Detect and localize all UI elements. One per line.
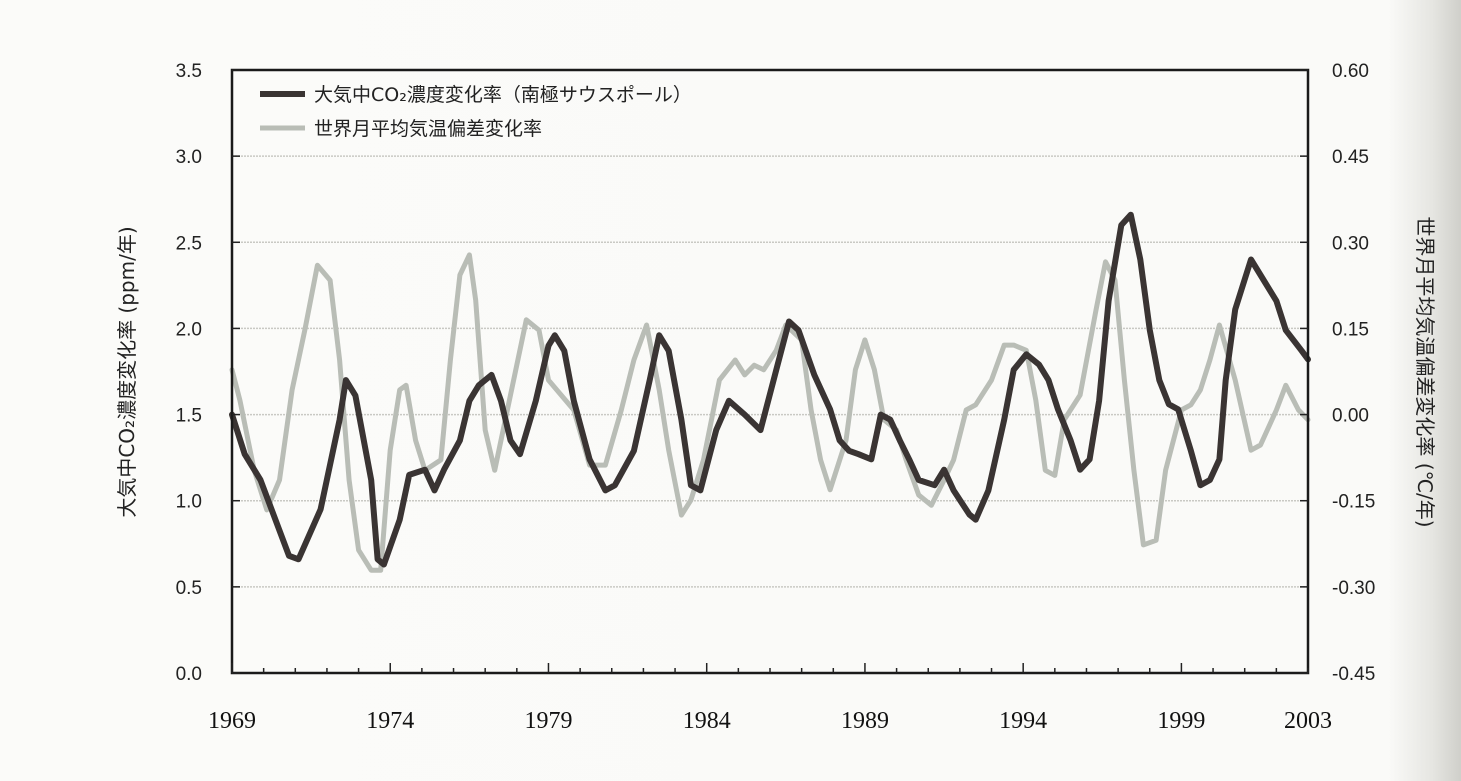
series-group [229,211,1311,573]
x-tick-label: 1984 [683,708,731,734]
plot-frame [230,68,1310,675]
series-line-temperature [229,252,1311,573]
y-tick-label: 2.0 [176,319,202,340]
y-tick-label: 0.5 [176,578,202,599]
y-tick-label: 1.5 [176,406,202,427]
y2-tick-label: 0.30 [1332,233,1369,254]
series-line-co2 [229,211,1311,568]
y-tick-label: 0.0 [176,664,202,685]
y2-tick-label: 0.45 [1332,147,1369,168]
x-tick-label: 2003 [1284,708,1332,734]
y2-tick-label: -0.15 [1332,492,1375,513]
axis-ticks: 0.0 0.5 1.0 1.5 2.0 2.5 3.0 3.5 -0.45 -0.30 -0.15 0… [176,61,1376,734]
legend-label-co2: 大気中CO₂濃度変化率（南極サウスポール） [314,84,692,106]
y2-tick-label: 0.00 [1332,406,1369,427]
y-axis-label-right: 世界月平均気温偏差変化率 (℃/年) [1413,216,1437,527]
x-tick-label: 1969 [208,708,256,734]
x-tick-label: 1989 [841,708,889,734]
legend: 大気中CO₂濃度変化率（南極サウスポール） 世界月平均気温偏差変化率 [260,84,692,140]
gridlines [232,155,1308,588]
y-axis-label-left: 大気中CO₂濃度変化率 (ppm/年) [115,226,139,517]
y-tick-label: 2.5 [176,233,202,254]
x-tick-label: 1979 [524,708,572,734]
y2-tick-label: 0.60 [1332,61,1369,82]
y-tick-label: 3.0 [176,147,202,168]
x-tick-label: 1999 [1157,708,1205,734]
y2-tick-label: -0.45 [1332,664,1375,685]
x-tick-label: 1994 [999,708,1047,734]
y-tick-label: 1.0 [176,492,202,513]
y2-tick-label: 0.15 [1332,319,1369,340]
y2-tick-label: -0.30 [1332,578,1375,599]
x-tick-label: 1974 [366,708,414,734]
y-tick-label: 3.5 [176,61,202,82]
legend-label-temp: 世界月平均気温偏差変化率 [314,118,542,140]
